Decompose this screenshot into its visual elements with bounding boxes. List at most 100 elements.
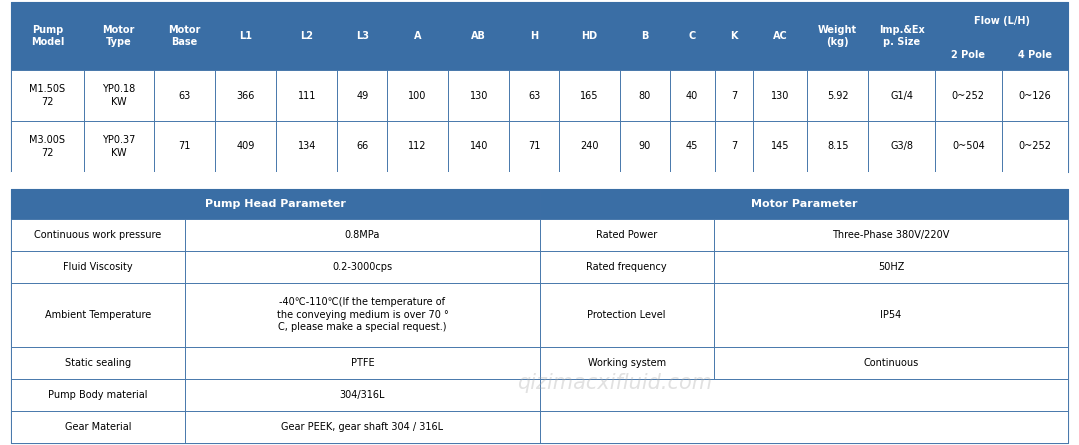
Bar xyxy=(11,283,186,347)
Text: C: C xyxy=(688,31,696,41)
Bar xyxy=(540,379,1068,411)
Bar xyxy=(11,121,84,172)
Bar xyxy=(276,70,338,121)
Bar xyxy=(540,190,1068,218)
Text: L2: L2 xyxy=(300,31,313,41)
Bar xyxy=(714,2,753,70)
Text: 71: 71 xyxy=(178,142,191,151)
Bar xyxy=(807,121,869,172)
Bar xyxy=(509,121,559,172)
Text: 2 Pole: 2 Pole xyxy=(952,50,985,60)
Bar xyxy=(11,379,186,411)
Bar xyxy=(84,70,153,121)
Text: 100: 100 xyxy=(408,90,426,101)
Text: L3: L3 xyxy=(356,31,369,41)
Bar xyxy=(620,121,670,172)
Bar xyxy=(559,121,620,172)
Bar xyxy=(186,251,540,283)
Text: 366: 366 xyxy=(236,90,255,101)
Text: -40℃-110℃(If the temperature of
the conveying medium is over 70 °
C, please make: -40℃-110℃(If the temperature of the conv… xyxy=(276,297,448,332)
Text: Gear Material: Gear Material xyxy=(65,422,132,432)
Bar xyxy=(153,70,215,121)
Bar xyxy=(215,70,276,121)
Text: Rated Power: Rated Power xyxy=(596,230,657,239)
Bar xyxy=(11,411,186,443)
Bar xyxy=(753,121,807,172)
Text: 134: 134 xyxy=(298,142,316,151)
Text: 0~126: 0~126 xyxy=(1019,90,1051,101)
Text: 0~252: 0~252 xyxy=(952,90,985,101)
Text: Pump Body material: Pump Body material xyxy=(49,390,148,400)
Bar xyxy=(276,2,338,70)
Text: 7: 7 xyxy=(730,142,737,151)
Bar xyxy=(11,347,186,379)
Bar xyxy=(387,2,448,70)
Text: Motor
Base: Motor Base xyxy=(168,25,201,47)
Bar xyxy=(338,70,387,121)
Bar xyxy=(935,40,1001,70)
Bar xyxy=(559,70,620,121)
Text: G1/4: G1/4 xyxy=(890,90,913,101)
Text: 165: 165 xyxy=(581,90,599,101)
Bar xyxy=(11,251,186,283)
Bar xyxy=(714,251,1068,283)
Text: AB: AB xyxy=(472,31,487,41)
Bar xyxy=(11,218,186,251)
Text: K: K xyxy=(730,31,738,41)
Bar xyxy=(509,2,559,70)
Bar xyxy=(215,121,276,172)
Text: 45: 45 xyxy=(686,142,698,151)
Text: 240: 240 xyxy=(581,142,599,151)
Bar xyxy=(153,2,215,70)
Text: Gear PEEK, gear shaft 304 / 316L: Gear PEEK, gear shaft 304 / 316L xyxy=(282,422,443,432)
Text: M3.00S
72: M3.00S 72 xyxy=(29,135,66,158)
Text: 140: 140 xyxy=(469,142,488,151)
Text: Flow (L/H): Flow (L/H) xyxy=(973,16,1029,26)
Text: qizimacxifluid.com: qizimacxifluid.com xyxy=(518,373,712,392)
Bar xyxy=(11,190,540,218)
Text: Weight
(kg): Weight (kg) xyxy=(818,25,858,47)
Bar xyxy=(11,190,1068,443)
Text: 8.15: 8.15 xyxy=(827,142,848,151)
Bar xyxy=(186,218,540,251)
Bar xyxy=(11,172,1068,190)
Text: Working system: Working system xyxy=(588,358,666,368)
Bar xyxy=(186,411,540,443)
Text: 80: 80 xyxy=(639,90,651,101)
Bar xyxy=(448,121,509,172)
Bar xyxy=(215,2,276,70)
Bar xyxy=(1001,70,1068,121)
Bar xyxy=(540,283,714,347)
Text: Continuous: Continuous xyxy=(863,358,918,368)
Text: G3/8: G3/8 xyxy=(890,142,913,151)
Bar xyxy=(620,70,670,121)
Bar xyxy=(387,70,448,121)
Bar xyxy=(869,70,935,121)
Bar xyxy=(714,121,753,172)
Text: Pump Head Parameter: Pump Head Parameter xyxy=(205,199,345,209)
Bar xyxy=(153,121,215,172)
Text: 304/316L: 304/316L xyxy=(340,390,385,400)
Text: 145: 145 xyxy=(771,142,790,151)
Text: 49: 49 xyxy=(356,90,368,101)
Bar xyxy=(807,70,869,121)
Bar xyxy=(540,251,714,283)
Text: 0~252: 0~252 xyxy=(1019,142,1051,151)
Text: Ambient Temperature: Ambient Temperature xyxy=(45,310,151,320)
Text: L1: L1 xyxy=(240,31,252,41)
Bar xyxy=(509,70,559,121)
Bar xyxy=(338,121,387,172)
Text: B: B xyxy=(641,31,648,41)
Bar xyxy=(869,2,935,70)
Bar xyxy=(714,218,1068,251)
Bar xyxy=(559,2,620,70)
Bar xyxy=(670,70,714,121)
Bar xyxy=(935,70,1001,121)
Bar xyxy=(448,2,509,70)
Text: YP0.18
KW: YP0.18 KW xyxy=(103,84,135,107)
Text: 130: 130 xyxy=(469,90,488,101)
Text: Motor Parameter: Motor Parameter xyxy=(751,199,857,209)
Text: 71: 71 xyxy=(528,142,541,151)
Text: 63: 63 xyxy=(528,90,541,101)
Text: H: H xyxy=(530,31,538,41)
